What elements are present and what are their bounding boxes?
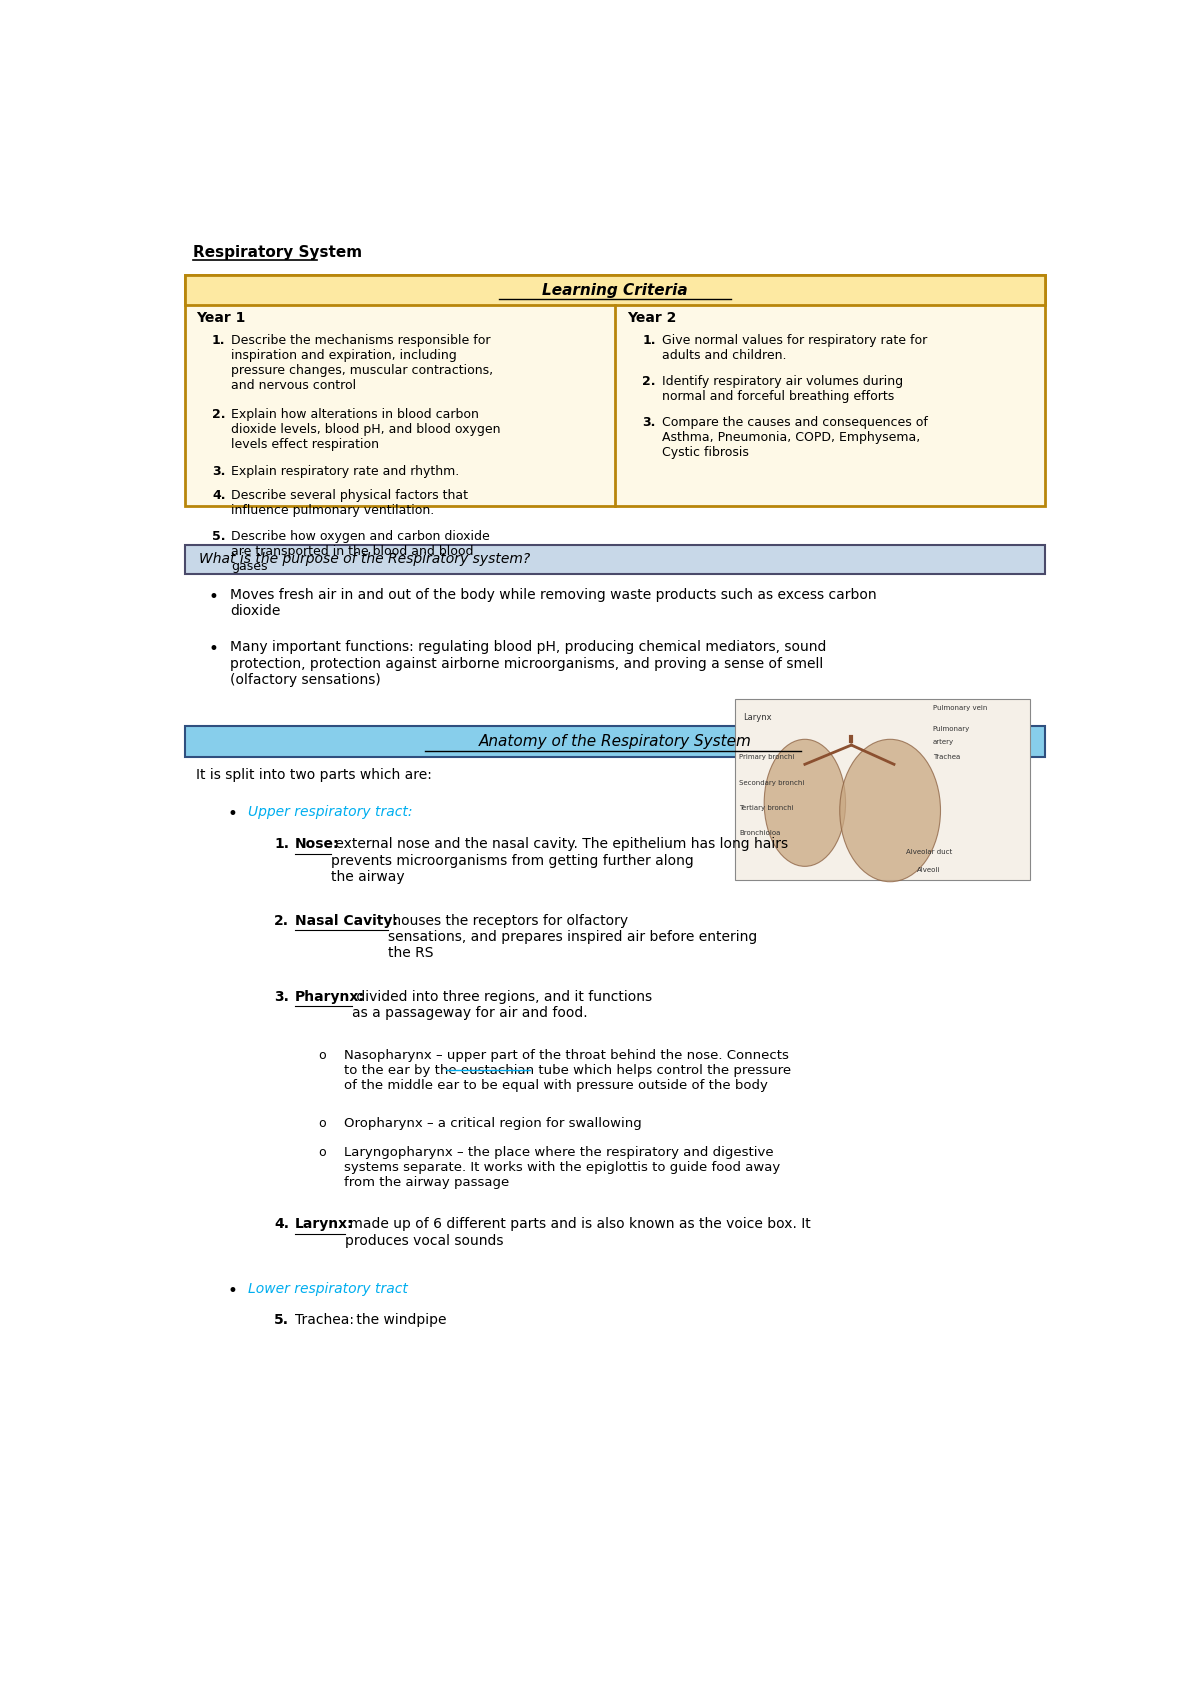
Text: Secondary bronchi: Secondary bronchi bbox=[739, 779, 804, 786]
Text: Explain respiratory rate and rhythm.: Explain respiratory rate and rhythm. bbox=[232, 465, 460, 479]
Text: Larynx:: Larynx: bbox=[295, 1217, 354, 1231]
Text: the windpipe: the windpipe bbox=[352, 1313, 446, 1326]
Text: Compare the causes and consequences of
Asthma, Pneumonia, COPD, Emphysema,
Cysti: Compare the causes and consequences of A… bbox=[661, 416, 928, 458]
Text: Describe the mechanisms responsible for
inspiration and expiration, including
pr: Describe the mechanisms responsible for … bbox=[232, 335, 493, 392]
Text: •: • bbox=[228, 805, 238, 824]
Text: Primary bronchi: Primary bronchi bbox=[739, 754, 794, 761]
Text: It is split into two parts which are:: It is split into two parts which are: bbox=[197, 767, 432, 783]
Text: made up of 6 different parts and is also known as the voice box. It
produces voc: made up of 6 different parts and is also… bbox=[344, 1217, 810, 1248]
Text: o: o bbox=[318, 1117, 325, 1129]
Text: 2.: 2. bbox=[642, 375, 655, 387]
Text: Larynx: Larynx bbox=[743, 713, 772, 722]
Text: 4.: 4. bbox=[212, 489, 226, 503]
FancyBboxPatch shape bbox=[185, 275, 1045, 506]
Text: 3.: 3. bbox=[212, 465, 226, 479]
Text: Describe how oxygen and carbon dioxide
are transported in the blood and blood
ga: Describe how oxygen and carbon dioxide a… bbox=[232, 530, 490, 574]
Text: Pulmonary: Pulmonary bbox=[932, 725, 970, 732]
Text: 2.: 2. bbox=[274, 914, 289, 927]
Text: Lower respiratory tract: Lower respiratory tract bbox=[248, 1282, 408, 1296]
Text: 4.: 4. bbox=[274, 1217, 289, 1231]
Text: divided into three regions, and it functions
as a passageway for air and food.: divided into three regions, and it funct… bbox=[352, 990, 652, 1020]
Text: Bronchioloa: Bronchioloa bbox=[739, 830, 780, 835]
Text: 5.: 5. bbox=[212, 530, 226, 543]
Text: Trachea:: Trachea: bbox=[295, 1313, 354, 1326]
Text: Tertiary bronchi: Tertiary bronchi bbox=[739, 805, 793, 812]
Text: Laryngopharynx – the place where the respiratory and digestive
systems separate.: Laryngopharynx – the place where the res… bbox=[343, 1146, 780, 1189]
Text: 2.: 2. bbox=[212, 408, 226, 421]
Text: Many important functions: regulating blood pH, producing chemical mediators, sou: Many important functions: regulating blo… bbox=[230, 640, 827, 686]
Text: 1.: 1. bbox=[274, 837, 289, 851]
Text: Anatomy of the Respiratory System: Anatomy of the Respiratory System bbox=[479, 734, 751, 749]
Ellipse shape bbox=[840, 739, 941, 881]
Text: Upper respiratory tract:: Upper respiratory tract: bbox=[248, 805, 413, 818]
Text: Nasopharynx – upper part of the throat behind the nose. Connects
to the ear by t: Nasopharynx – upper part of the throat b… bbox=[343, 1049, 791, 1092]
Text: o: o bbox=[318, 1049, 325, 1063]
Text: Nasal Cavity:: Nasal Cavity: bbox=[295, 914, 397, 927]
FancyBboxPatch shape bbox=[736, 700, 1030, 880]
Text: Year 1: Year 1 bbox=[197, 311, 246, 324]
Text: Nose:: Nose: bbox=[295, 837, 340, 851]
Text: Describe several physical factors that
influence pulmonary ventilation.: Describe several physical factors that i… bbox=[232, 489, 468, 518]
Text: Explain how alterations in blood carbon
dioxide levels, blood pH, and blood oxyg: Explain how alterations in blood carbon … bbox=[232, 408, 500, 450]
Text: Pharynx:: Pharynx: bbox=[295, 990, 365, 1004]
Text: What is the purpose of the Respiratory system?: What is the purpose of the Respiratory s… bbox=[199, 552, 530, 567]
Text: Trachea: Trachea bbox=[932, 754, 960, 761]
FancyBboxPatch shape bbox=[185, 545, 1045, 574]
Text: Respiratory System: Respiratory System bbox=[193, 245, 361, 260]
Text: artery: artery bbox=[932, 739, 954, 745]
Text: external nose and the nasal cavity. The epithelium has long hairs
prevents micro: external nose and the nasal cavity. The … bbox=[330, 837, 787, 885]
Text: •: • bbox=[208, 588, 218, 606]
Text: Year 2: Year 2 bbox=[626, 311, 676, 324]
Ellipse shape bbox=[764, 739, 846, 866]
Text: •: • bbox=[228, 1282, 238, 1301]
Text: Alveoli: Alveoli bbox=[917, 866, 941, 873]
FancyBboxPatch shape bbox=[185, 725, 1045, 757]
Text: Oropharynx – a critical region for swallowing: Oropharynx – a critical region for swall… bbox=[343, 1117, 642, 1129]
Text: o: o bbox=[318, 1146, 325, 1160]
Text: 5.: 5. bbox=[274, 1313, 289, 1326]
Text: 3.: 3. bbox=[642, 416, 655, 428]
Text: •: • bbox=[208, 640, 218, 659]
Text: 1.: 1. bbox=[642, 335, 655, 346]
Text: Give normal values for respiratory rate for
adults and children.: Give normal values for respiratory rate … bbox=[661, 335, 926, 362]
Text: houses the receptors for olfactory
sensations, and prepares inspired air before : houses the receptors for olfactory sensa… bbox=[388, 914, 757, 959]
Text: Learning Criteria: Learning Criteria bbox=[542, 282, 688, 297]
Text: Pulmonary vein: Pulmonary vein bbox=[932, 705, 988, 711]
Text: Identify respiratory air volumes during
normal and forceful breathing efforts: Identify respiratory air volumes during … bbox=[661, 375, 902, 402]
FancyBboxPatch shape bbox=[185, 275, 1045, 304]
Text: Alveolar duct: Alveolar duct bbox=[906, 849, 952, 856]
Text: Moves fresh air in and out of the body while removing waste products such as exc: Moves fresh air in and out of the body w… bbox=[230, 588, 876, 618]
Text: 1.: 1. bbox=[212, 335, 226, 346]
Text: 3.: 3. bbox=[274, 990, 289, 1004]
